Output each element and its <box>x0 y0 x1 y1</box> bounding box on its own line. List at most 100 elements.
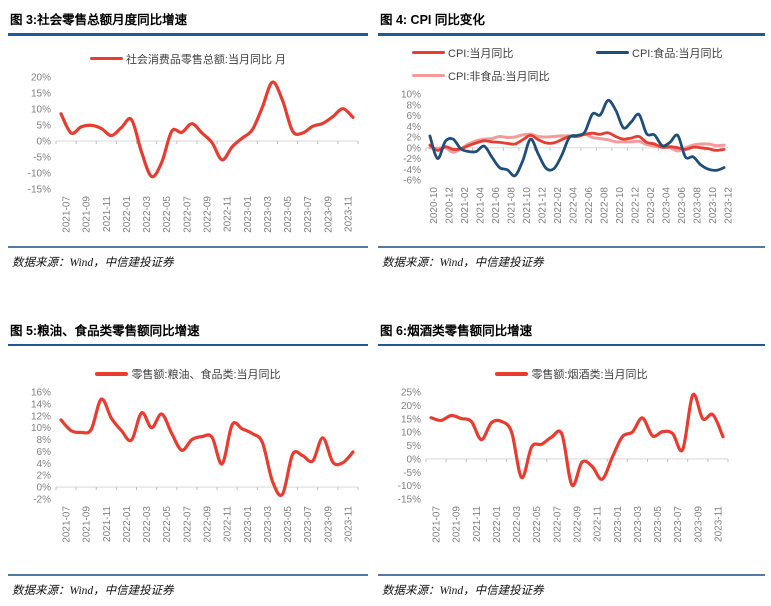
x-axis-tick-label: 2023-05 <box>653 506 664 543</box>
x-axis-tick-label: 2022-09 <box>573 506 584 543</box>
x-axis-tick-label: 2023-08 <box>693 186 704 223</box>
legend-item: 零售额:烟酒类:当月同比 <box>495 366 648 382</box>
y-axis-tick-label: 0% <box>37 136 52 147</box>
y-axis-tick-label: 8% <box>37 435 52 446</box>
y-axis-tick-label: 16% <box>31 388 51 399</box>
figure-4-legend: CPI:当月同比 CPI:食品:当月同比 CPI:非食品:当月同比 <box>378 45 765 84</box>
figure-4-title-rule <box>378 33 765 36</box>
x-axis-tick-label: 2022-03 <box>142 195 153 232</box>
figure-6-body: 零售额:烟酒类:当月同比 25% 20% 15% 10% 5% 0% -5% -10% -15%… <box>378 346 765 576</box>
figure-5-line-chart: 16%14%12%10%8%6%4%2%0%-2% 2021-07 2021-09 2… <box>31 388 359 543</box>
y-axis-tick-label: 2% <box>37 471 52 482</box>
figure-6-title: 图 6:烟酒类零售额同比增速 <box>380 323 533 338</box>
y-axis-tick-label: 4% <box>37 459 52 470</box>
legend-item: CPI:食品:当月同比 <box>596 45 756 61</box>
figure-3-footer-rule <box>8 245 368 248</box>
figure-4-source-note: 数据来源：Wind，中信建投证券 <box>382 256 544 269</box>
figure-6-source-note: 数据来源：Wind，中信建投证券 <box>382 585 544 597</box>
x-axis-tick-label: 2023-11 <box>343 195 354 231</box>
x-axis-tick-label: 2023-10 <box>708 186 719 223</box>
y-axis-tick-label: 14% <box>31 399 51 410</box>
x-axis-tick-label: 2023-09 <box>693 506 704 543</box>
y-axis-tick-label: -10% <box>28 168 51 179</box>
y-axis-tick-label: 10% <box>401 89 421 100</box>
y-axis-tick-label: 20% <box>31 72 51 83</box>
x-axis-tick-label: 2022-03 <box>512 506 523 543</box>
x-axis-tick-label: 2022-12 <box>631 186 642 223</box>
y-axis-tick-label: 10% <box>401 428 421 439</box>
figure-3-source-note: 数据来源：Wind，中信建投证券 <box>12 256 174 269</box>
panel-figure-3: 图 3:社会零售总额月度同比增速 社会消费品零售总额:当月同比 月 20% 15%… <box>8 6 368 270</box>
legend-label: CPI:当月同比 <box>448 47 514 60</box>
x-axis-tick-label: 2023-12 <box>724 186 735 223</box>
figure-3-title: 图 3:社会零售总额月度同比增速 <box>10 13 188 27</box>
figure-5-legend: 零售额:粮油、食品类:当月同比 <box>8 366 368 382</box>
y-axis-tick-label: -10% <box>398 481 421 492</box>
x-axis-tick-label: 2023-02 <box>646 186 657 223</box>
x-axis-tick-label: 2021-06 <box>491 186 502 223</box>
legend-item: 零售额:粮油、食品类:当月同比 <box>95 366 281 382</box>
y-axis-tick-label: -6% <box>403 175 421 186</box>
x-axis-tick-label: 2022-07 <box>182 506 193 543</box>
y-axis-tick-label: 10% <box>31 423 51 434</box>
legend-label: 社会消费品零售总额:当月同比 月 <box>125 53 287 66</box>
figure-4-footer-rule <box>378 245 765 248</box>
x-axis-tick-label: 2023-07 <box>673 506 684 543</box>
figure-3-line-chart: 20% 15% 10% 5% 0% -5% -10% -15% 2021-07 2021-09 20… <box>28 72 359 232</box>
figure-3-title-rule <box>8 33 368 36</box>
figure-3-legend: 社会消费品零售总额:当月同比 月 <box>8 51 368 67</box>
x-axis-tick-label: 2021-09 <box>82 506 93 543</box>
figure-4-line-chart: 10%8%6%4%2%0%-2%-4%-6% 2020-10 2020-12 2021… <box>401 89 735 223</box>
x-axis-tick-label: 2020-12 <box>445 186 456 223</box>
y-axis-tick-label: -2% <box>33 495 51 506</box>
x-axis-tick-label: 2021-10 <box>522 186 533 223</box>
figure-5-source-note: 数据来源：Wind，中信建投证券 <box>12 585 174 597</box>
x-axis-tick-label: 2022-11 <box>223 506 234 542</box>
figure-6-title-rule <box>378 343 765 346</box>
x-axis-tick-label: 2022-07 <box>182 195 193 232</box>
y-axis-tick-label: 0% <box>37 483 52 494</box>
y-axis-tick-label: -4% <box>403 164 421 175</box>
x-axis-tick-label: 2023-01 <box>243 195 254 232</box>
legend-label: 零售额:烟酒类:当月同比 <box>531 369 648 381</box>
series-line-1 <box>428 98 726 177</box>
y-axis-tick-label: 12% <box>31 411 51 422</box>
x-axis-tick-label: 2023-06 <box>677 186 688 223</box>
figure-4-title: 图 4: CPI 同比变化 <box>380 13 485 27</box>
figure-5-footer-rule <box>8 574 368 576</box>
x-axis-tick-label: 2022-01 <box>122 195 133 232</box>
x-axis-tick-label: 2023-11 <box>343 506 354 542</box>
legend-line-swatch-icon <box>412 73 445 78</box>
legend-label: 零售额:粮油、食品类:当月同比 <box>131 369 281 381</box>
x-axis-tick-label: 2022-07 <box>552 506 563 543</box>
x-axis-tick-label: 2021-09 <box>82 195 93 232</box>
figure-6-footer-rule <box>378 574 765 576</box>
y-axis-tick-label: -5% <box>33 152 51 163</box>
x-axis-tick-label: 2021-04 <box>476 186 487 223</box>
figure-5-body: 零售额:粮油、食品类:当月同比 16% 14% 12% 10% 8% 6% 4% 2% 0% -2… <box>8 346 368 576</box>
x-axis-tick-label: 2023-01 <box>243 506 254 543</box>
x-axis-tick-label: 2022-08 <box>600 186 611 223</box>
y-axis-tick-label: 5% <box>407 441 422 452</box>
x-axis-tick-label: 2021-11 <box>102 506 113 542</box>
x-axis-tick-label: 2021-09 <box>452 506 463 543</box>
y-axis-tick-label: 15% <box>31 88 51 99</box>
x-axis-tick-label: 2023-01 <box>613 506 624 543</box>
legend-label: CPI:非食品:当月同比 <box>448 70 550 83</box>
y-axis-tick-label: 20% <box>401 401 421 412</box>
x-axis-tick-label: 2023-11 <box>713 506 724 542</box>
legend-item: CPI:非食品:当月同比 <box>412 68 572 84</box>
x-axis-tick-label: 2022-06 <box>584 186 595 223</box>
legend-item: CPI:当月同比 <box>412 45 572 61</box>
panel-figure-6: 图 6:烟酒类零售额同比增速 零售额:烟酒类:当月同比 25% 20% 15% 10%… <box>378 317 765 599</box>
series-line-0 <box>59 80 355 178</box>
x-axis-tick-label: 2022-01 <box>492 506 503 543</box>
x-axis-tick-label: 2023-04 <box>662 186 673 223</box>
y-axis-tick-label: 6% <box>407 111 422 122</box>
y-axis-tick-label: 0% <box>407 143 422 154</box>
legend-line-swatch-icon <box>89 56 123 61</box>
x-axis-tick-label: 2022-10 <box>615 186 626 223</box>
x-axis-tick-label: 2023-09 <box>323 506 334 543</box>
y-axis-tick-label: 2% <box>407 132 422 143</box>
